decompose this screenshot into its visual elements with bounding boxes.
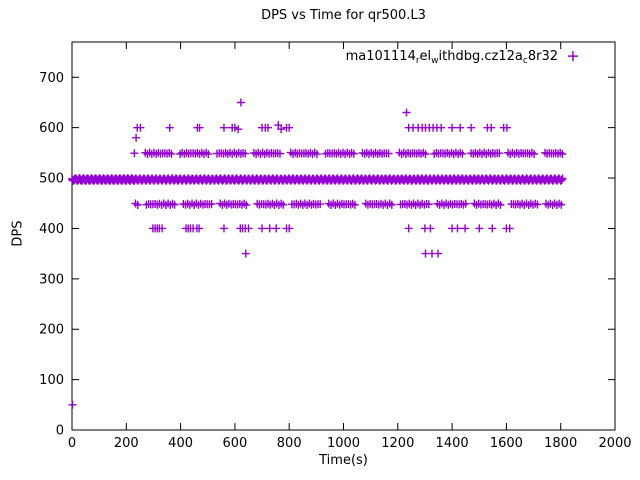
x-tick-label: 1400 xyxy=(436,436,469,451)
x-tick-label: 400 xyxy=(168,436,193,451)
x-tick-label: 1000 xyxy=(327,436,360,451)
x-tick-label: 1800 xyxy=(544,436,577,451)
x-tick-label: 800 xyxy=(277,436,302,451)
y-tick-label: 400 xyxy=(39,222,64,237)
x-tick-label: 600 xyxy=(222,436,247,451)
x-tick-label: 200 xyxy=(114,436,139,451)
y-tick-label: 200 xyxy=(39,323,64,338)
legend-label-part: el xyxy=(419,49,432,64)
chart-title: DPS vs Time for qr500.L3 xyxy=(261,8,426,23)
x-tick-label: 2000 xyxy=(598,436,631,451)
y-tick-label: 500 xyxy=(39,172,64,187)
x-tick-label: 0 xyxy=(68,436,76,451)
x-tick-label: 1200 xyxy=(381,436,414,451)
plot-border xyxy=(71,41,616,431)
axis-ticks xyxy=(71,42,616,431)
y-tick-label: 300 xyxy=(39,272,64,287)
x-tick-label: 1600 xyxy=(490,436,523,451)
legend-label: ma101114relwithdbg.cz12ac8r32 xyxy=(345,49,558,66)
y-tick-label: 600 xyxy=(39,121,64,136)
legend-label-subscript: c xyxy=(522,56,528,66)
legend-label-subscript: r xyxy=(415,56,420,66)
y-tick-label: 100 xyxy=(39,373,64,388)
legend-label-part: ithdbg.cz12a xyxy=(438,49,523,64)
legend-label-part: 8r32 xyxy=(527,49,558,64)
y-tick-label: 0 xyxy=(56,424,64,439)
data-points xyxy=(68,98,567,409)
x-axis-label: Time(s) xyxy=(319,453,368,468)
legend-label-part: ma101114 xyxy=(345,49,416,64)
legend-sample-marker-icon xyxy=(567,51,578,62)
y-tick-label: 700 xyxy=(39,71,64,86)
legend: ma101114relwithdbg.cz12ac8r32 xyxy=(345,49,558,66)
legend-label-subscript: w xyxy=(431,56,439,66)
